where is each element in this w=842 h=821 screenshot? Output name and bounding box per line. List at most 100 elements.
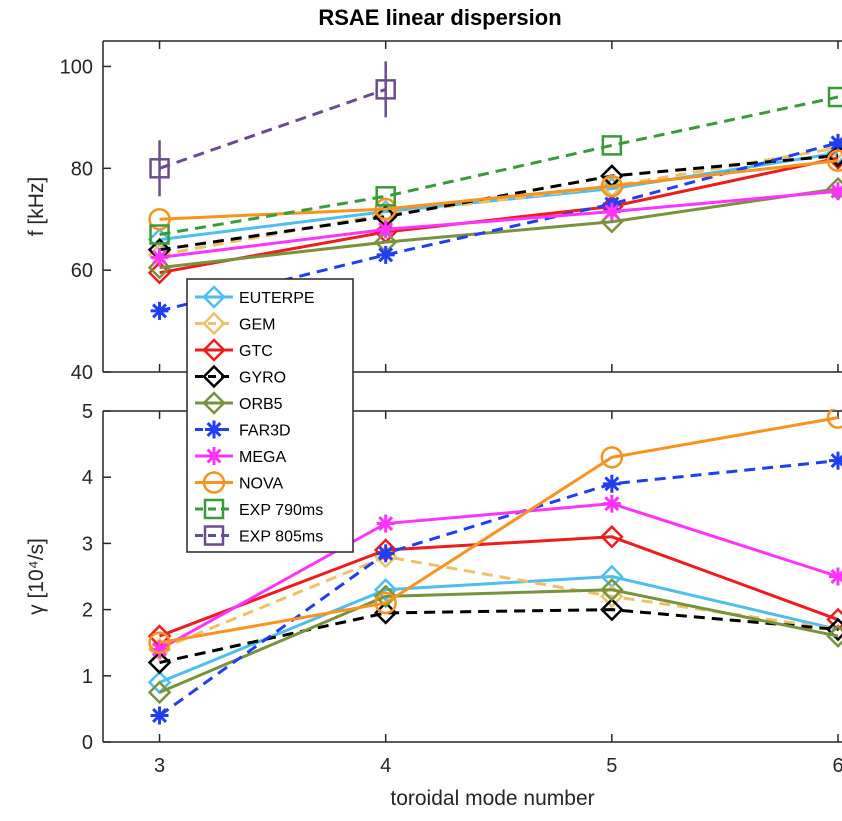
top-point-far3d xyxy=(829,133,842,152)
legend-label-mega: MEGA xyxy=(239,449,286,466)
bottom-plot-area xyxy=(147,409,842,725)
bottom-series-nova xyxy=(148,409,842,654)
chart-title: RSAE linear dispersion xyxy=(318,5,561,30)
top-series-exp-805ms xyxy=(149,61,396,197)
bottom-line-orb5 xyxy=(158,588,839,694)
legend-marker-gyro xyxy=(202,364,226,389)
top-point-exp-790ms xyxy=(375,186,396,207)
top-point-exp-790ms xyxy=(601,135,623,156)
legend-label-euterpe: EUTERPE xyxy=(239,290,315,307)
top-point-mega xyxy=(150,248,169,267)
legend-item-gyro: GYRO xyxy=(195,364,286,389)
legend-marker-mega xyxy=(205,447,223,465)
bottom-y-tick-label: 4 xyxy=(82,467,93,489)
bottom-x-tick-label: 4 xyxy=(380,755,391,777)
bottom-point-gyro xyxy=(826,617,842,642)
legend-item-exp-805ms: EXP 805ms xyxy=(195,525,323,546)
bottom-series-far3d xyxy=(150,451,842,725)
bottom-series-euterpe xyxy=(147,564,842,695)
legend-marker-nova xyxy=(202,471,226,494)
top-line-exp-790ms xyxy=(159,95,839,236)
bottom-point-orb5 xyxy=(373,584,398,609)
top-point-far3d xyxy=(150,301,169,320)
bottom-y-tick-label: 5 xyxy=(82,401,93,423)
top-point-orb5 xyxy=(147,255,172,280)
bottom-y-tick-label: 3 xyxy=(82,533,93,555)
legend-label-gyro: GYRO xyxy=(239,370,286,387)
top-point-exp-790ms xyxy=(827,86,842,108)
bottom-point-orb5 xyxy=(826,624,842,648)
bottom-line-nova xyxy=(159,416,839,645)
legend-item-exp-790ms: EXP 790ms xyxy=(195,498,323,520)
top-point-exp-805ms xyxy=(149,158,170,179)
legend-item-far3d: FAR3D xyxy=(195,420,291,440)
bottom-y-axis-label: γ [10⁴/s] xyxy=(25,538,48,615)
bottom-x-tick-label: 3 xyxy=(154,755,165,777)
top-point-nova xyxy=(374,197,397,221)
bottom-series-mega xyxy=(150,494,842,659)
top-point-mega xyxy=(829,182,842,201)
bottom-panel: 0 1 2 3 4 5 3 4 5 6 γ [10⁴/s] toroidal mode number xyxy=(25,401,842,810)
bottom-x-tick-label: 6 xyxy=(832,755,842,777)
top-point-mega xyxy=(376,220,395,239)
top-point-nova xyxy=(826,149,842,172)
top-point-exp-805ms xyxy=(375,79,396,100)
top-line-orb5 xyxy=(159,187,839,270)
top-y-tick-label: 40 xyxy=(71,362,93,384)
bottom-point-orb5 xyxy=(600,577,624,602)
legend-item-gem: GEM xyxy=(195,311,275,336)
legend-label-far3d: FAR3D xyxy=(239,423,291,440)
top-point-nova xyxy=(600,174,624,198)
legend-item-orb5: ORB5 xyxy=(195,391,283,415)
top-y-tick-label: 60 xyxy=(71,260,93,282)
bottom-line-far3d xyxy=(158,459,839,717)
legend-label-exp-805ms: EXP 805ms xyxy=(239,529,323,546)
legend-label-exp-790ms: EXP 790ms xyxy=(239,502,323,519)
legend-marker-exp-805ms xyxy=(203,525,225,546)
legend-marker-euterpe xyxy=(202,285,226,309)
bottom-point-gtc xyxy=(826,607,842,632)
bottom-point-nova xyxy=(374,591,397,615)
top-line-exp-805ms xyxy=(159,87,387,170)
bottom-x-axis-label: toroidal mode number xyxy=(390,787,594,810)
legend-marker-orb5 xyxy=(202,391,226,415)
bottom-point-mega xyxy=(829,567,842,586)
legend-label-gtc: GTC xyxy=(239,343,273,360)
top-point-exp-790ms xyxy=(149,224,170,245)
bottom-point-far3d xyxy=(602,474,621,493)
bottom-point-gyro xyxy=(147,650,172,675)
top-point-orb5 xyxy=(600,210,624,234)
bottom-point-gyro xyxy=(600,597,624,622)
bottom-point-mega xyxy=(602,494,621,513)
bottom-point-nova xyxy=(826,409,842,429)
top-point-far3d xyxy=(376,245,395,264)
bottom-x-tick-label: 5 xyxy=(606,755,617,777)
bottom-point-orb5 xyxy=(147,680,172,705)
legend: EUTERPE GEM GTC GYRO ORB5 FAR3D MEGA NOVA EXP 79… xyxy=(186,278,354,553)
bottom-point-nova xyxy=(600,446,624,469)
legend-marker-gtc xyxy=(202,338,226,362)
bottom-line-gyro xyxy=(159,608,839,665)
top-point-mega xyxy=(602,202,621,221)
top-series-exp-790ms xyxy=(149,86,842,245)
bottom-line-gem xyxy=(158,555,839,651)
bottom-point-far3d xyxy=(376,544,395,563)
bottom-point-euterpe xyxy=(147,670,172,695)
bottom-series-gyro xyxy=(147,597,842,675)
legend-marker-exp-790ms xyxy=(203,498,225,520)
bottom-point-far3d xyxy=(150,706,169,725)
legend-item-euterpe: EUTERPE xyxy=(195,285,315,309)
top-y-tick-label: 100 xyxy=(60,56,93,78)
legend-label-gem: GEM xyxy=(239,317,275,334)
legend-item-mega: MEGA xyxy=(195,447,286,466)
legend-item-nova: NOVA xyxy=(195,471,283,494)
legend-marker-far3d xyxy=(205,420,223,439)
top-y-axis-label: f [kHz] xyxy=(25,177,48,237)
legend-item-gtc: GTC xyxy=(195,338,273,362)
top-line-mega xyxy=(159,189,839,259)
bottom-series-orb5 xyxy=(147,577,842,705)
top-y-tick-label: 80 xyxy=(71,158,93,180)
legend-marker-gem xyxy=(202,311,226,336)
bottom-point-euterpe xyxy=(373,577,398,602)
